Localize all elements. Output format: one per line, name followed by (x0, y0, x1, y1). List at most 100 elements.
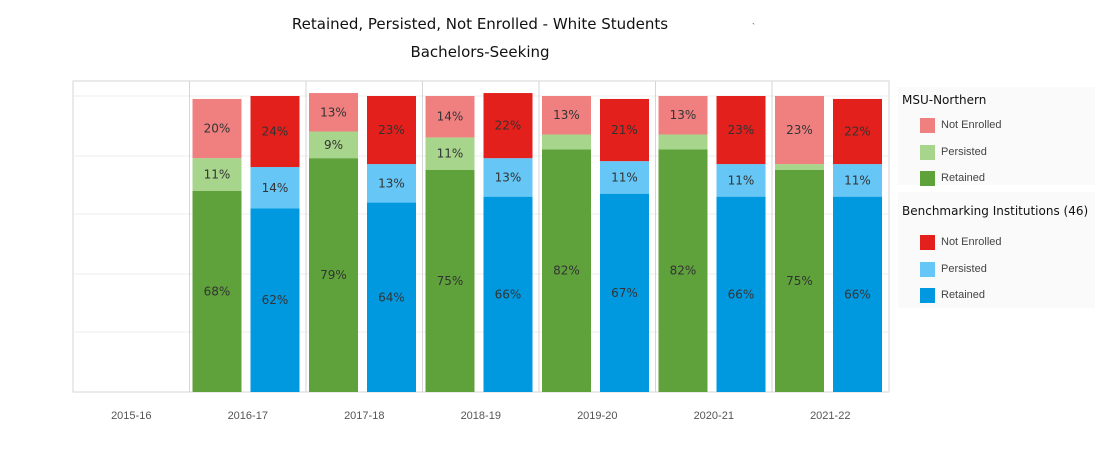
data-label-retained-2021-22: 66% (844, 287, 871, 301)
data-label-persisted-2018-19: 11% (437, 147, 464, 161)
bar-msu-northern-persisted-2019-20 (542, 134, 591, 150)
x-tick-label-2017-18: 2017-18 (344, 410, 384, 422)
data-label-retained-2020-21: 82% (670, 264, 697, 278)
legend-item-bench-persisted[interactable]: Persisted (920, 261, 987, 277)
x-tick-label-2021-22: 2021-22 (810, 410, 850, 422)
legend-swatch-msu-persisted (920, 144, 935, 160)
bar-benchmarking-institutions-retained-2019-20 (600, 193, 649, 392)
data-label-retained-2018-19: 66% (495, 287, 522, 301)
data-label-retained-2018-19: 75% (437, 274, 464, 288)
bar-msu-northern-not-enrolled-2016-17 (192, 98, 242, 159)
bar-benchmarking-institutions-retained-2020-21 (716, 196, 766, 392)
bar-benchmarking-institutions-retained-2017-18 (367, 202, 416, 392)
data-label-retained-2016-17: 62% (262, 293, 289, 307)
legend-item-msu-persisted[interactable]: Persisted (920, 144, 987, 160)
data-label-retained-2021-22: 75% (786, 274, 813, 288)
bar-msu-northern-retained-2020-21 (658, 149, 708, 392)
bar-benchmarking-institutions-not-enrolled-2021-22 (833, 98, 882, 165)
data-label-persisted-2016-17: 14% (262, 181, 289, 195)
data-label-not-enrolled-2018-19: 14% (437, 110, 464, 124)
data-label-retained-2016-17: 68% (204, 284, 231, 298)
bar-msu-northern-not-enrolled-2021-22 (775, 96, 824, 165)
legend-item-bench-retained[interactable]: Retained (920, 287, 985, 303)
bar-benchmarking-institutions-persisted-2020-21 (716, 164, 766, 197)
bar-msu-northern-not-enrolled-2018-19 (425, 96, 475, 138)
bar-msu-northern-persisted-2016-17 (192, 158, 242, 191)
data-label-not-enrolled-2017-18: 23% (378, 123, 405, 137)
bar-benchmarking-institutions-not-enrolled-2020-21 (716, 96, 766, 165)
legend-label: Not Enrolled (941, 119, 1002, 131)
bar-msu-northern-retained-2018-19 (425, 170, 475, 392)
bar-msu-northern-persisted-2018-19 (425, 137, 475, 170)
data-label-retained-2020-21: 66% (728, 287, 755, 301)
chart-title: Retained, Persisted, Not Enrolled - Whit… (291, 15, 669, 33)
legend-item-msu-not-enrolled[interactable]: Not Enrolled (920, 117, 1002, 133)
bar-benchmarking-institutions-retained-2021-22 (833, 196, 882, 392)
bar-benchmarking-institutions-not-enrolled-2019-20 (600, 98, 649, 162)
x-tick-label-2019-20: 2019-20 (577, 410, 617, 422)
x-tick-label-2020-21: 2020-21 (694, 410, 734, 422)
bar-benchmarking-institutions-not-enrolled-2016-17 (250, 96, 300, 168)
bar-msu-northern-retained-2017-18 (309, 158, 358, 392)
data-label-persisted-2019-20: 11% (611, 170, 638, 184)
data-label-not-enrolled-2020-21: 23% (728, 123, 755, 137)
data-label-not-enrolled-2016-17: 20% (204, 122, 231, 136)
stray-mark: ` (752, 22, 755, 32)
data-label-not-enrolled-2019-20: 21% (611, 123, 638, 137)
bar-msu-northern-not-enrolled-2017-18 (309, 93, 358, 132)
data-label-retained-2017-18: 79% (320, 268, 347, 282)
legend-swatch-bench-persisted (920, 261, 935, 277)
legend-title-benchmark-text: Benchmarking Institutions (902, 204, 1060, 218)
data-label-not-enrolled-2017-18: 13% (320, 105, 347, 119)
bar-msu-northern-not-enrolled-2020-21 (658, 96, 708, 135)
legend-swatch-msu-retained (920, 170, 935, 186)
data-label-retained-2019-20: 82% (553, 264, 580, 278)
bar-benchmarking-institutions-not-enrolled-2018-19 (483, 93, 533, 159)
data-label-not-enrolled-2018-19: 22% (495, 119, 522, 133)
legend-title-benchmark: Benchmarking Institutions (46) (902, 204, 1088, 218)
bar-benchmarking-institutions-persisted-2016-17 (250, 167, 300, 209)
bar-benchmarking-institutions-retained-2018-19 (483, 196, 533, 392)
legend-label: Persisted (941, 146, 987, 158)
data-label-retained-2019-20: 67% (611, 286, 638, 300)
legend-label: Persisted (941, 263, 987, 275)
bar-benchmarking-institutions-persisted-2021-22 (833, 164, 882, 197)
bar-msu-northern-persisted-2021-22 (775, 164, 824, 170)
data-label-persisted-2017-18: 9% (324, 138, 343, 152)
data-label-retained-2017-18: 64% (378, 290, 405, 304)
bar-benchmarking-institutions-retained-2016-17 (250, 208, 300, 392)
legend-benchmark-count: (46) (1063, 204, 1089, 218)
bar-benchmarking-institutions-not-enrolled-2017-18 (367, 96, 416, 165)
data-label-persisted-2016-17: 11% (204, 167, 231, 181)
chart-subtitle: Bachelors-Seeking (410, 43, 550, 61)
bar-msu-northern-not-enrolled-2019-20 (542, 96, 591, 135)
data-label-persisted-2018-19: 13% (495, 170, 522, 184)
bar-msu-northern-retained-2016-17 (192, 190, 242, 392)
data-label-not-enrolled-2020-21: 13% (670, 108, 697, 122)
x-tick-label-2016-17: 2016-17 (228, 410, 268, 422)
legend-label: Retained (941, 172, 986, 184)
legend-title-msu: MSU-Northern (902, 93, 987, 107)
bar-msu-northern-retained-2019-20 (542, 149, 591, 392)
x-tick-label-2018-19: 2018-19 (461, 410, 501, 422)
legend-swatch-bench-retained (920, 287, 935, 303)
x-tick-label-2015-16: 2015-16 (111, 410, 151, 422)
data-label-not-enrolled-2016-17: 24% (262, 125, 289, 139)
bar-msu-northern-retained-2021-22 (775, 170, 824, 392)
data-label-not-enrolled-2021-22: 23% (786, 123, 813, 137)
data-label-not-enrolled-2019-20: 13% (553, 108, 580, 122)
legend-swatch-msu-not-enrolled (920, 117, 935, 133)
legend-label: Retained (941, 289, 986, 301)
legend-label: Not Enrolled (941, 236, 1002, 248)
bar-benchmarking-institutions-persisted-2017-18 (367, 164, 416, 203)
bar-msu-northern-persisted-2017-18 (309, 131, 358, 159)
legend-item-msu-retained[interactable]: Retained (920, 170, 985, 186)
data-label-persisted-2021-22: 11% (844, 173, 871, 187)
bar-benchmarking-institutions-persisted-2019-20 (600, 161, 649, 194)
legend-item-bench-not-enrolled[interactable]: Not Enrolled (920, 234, 1002, 250)
data-label-persisted-2017-18: 13% (378, 176, 405, 190)
legend-swatch-bench-not-enrolled (920, 234, 935, 250)
bar-msu-northern-persisted-2020-21 (658, 134, 708, 150)
legend-panel-msu (898, 87, 1095, 185)
